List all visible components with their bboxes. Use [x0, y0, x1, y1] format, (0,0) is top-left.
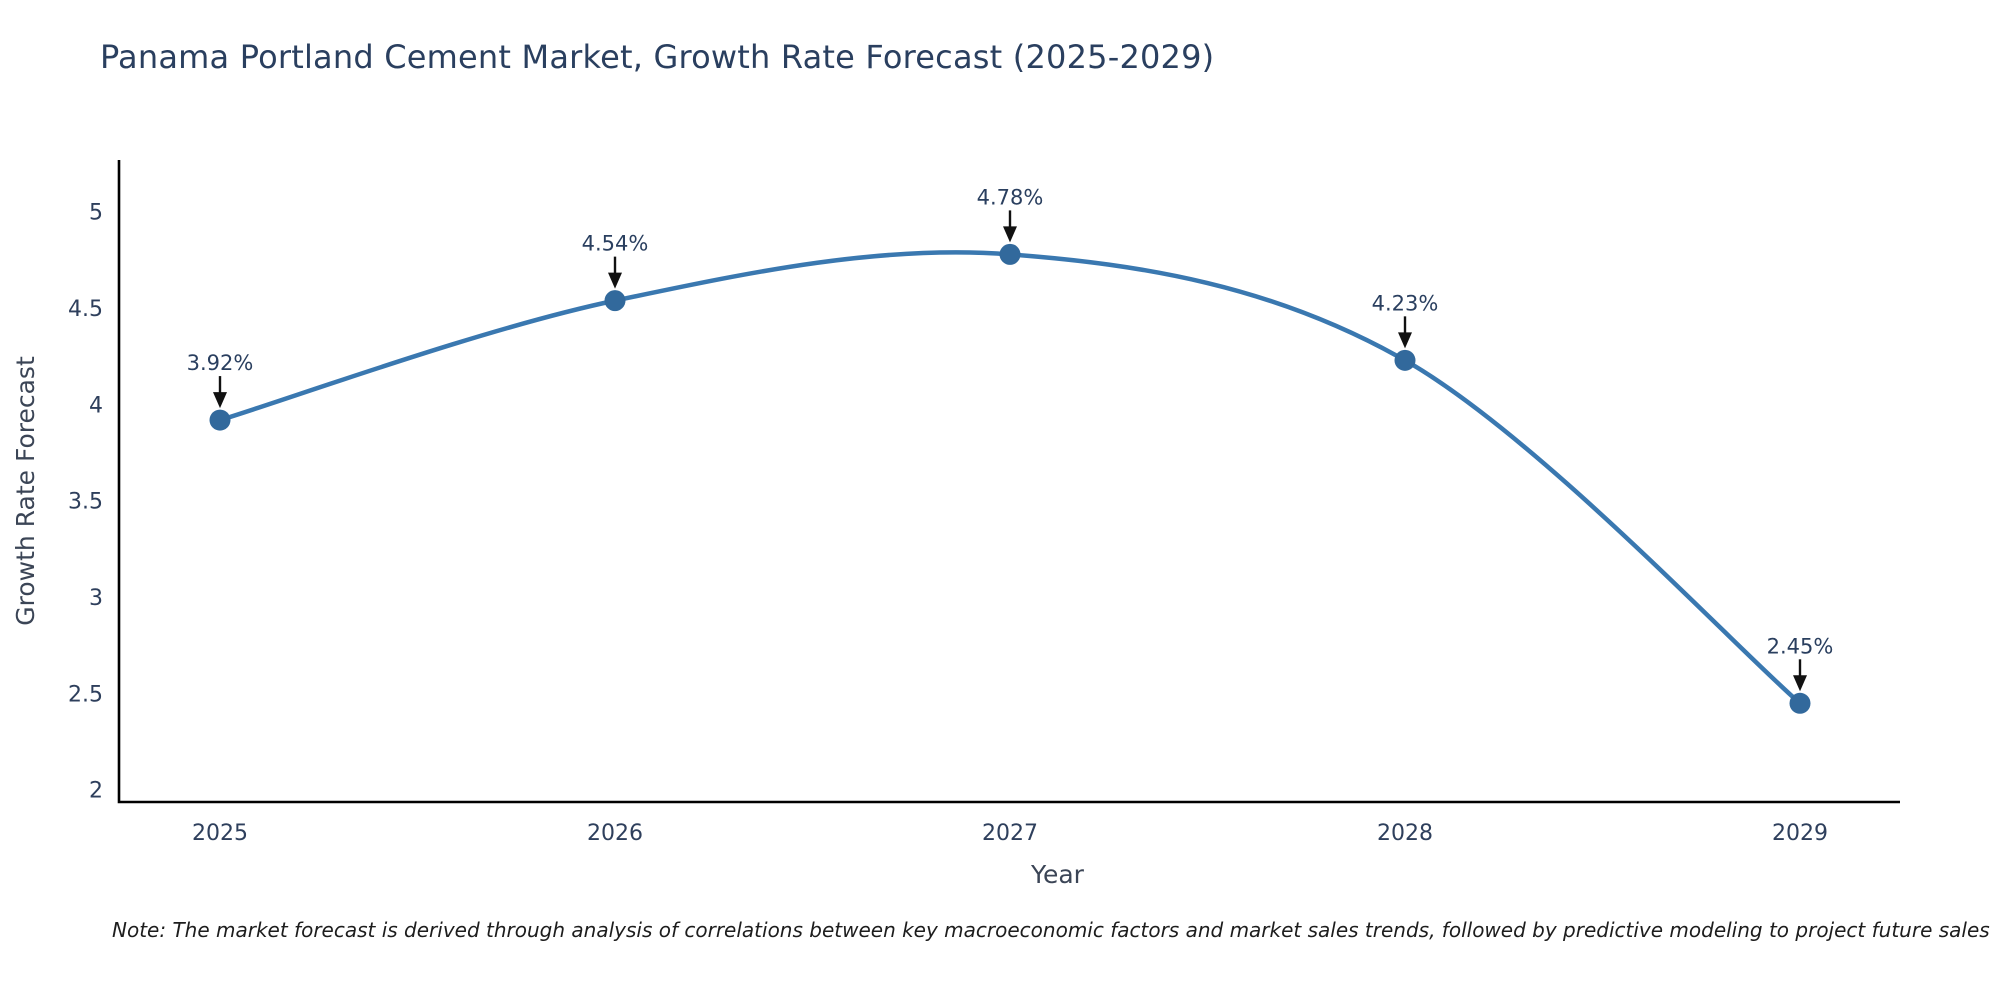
- annotation-label-2025: 3.92%: [187, 351, 254, 375]
- x-axis-title: Year: [1030, 860, 1085, 889]
- data-point-marker-2028: [1394, 349, 1416, 371]
- y-tick-label-2: 2: [89, 779, 103, 804]
- x-tick-label-2029: 2029: [1772, 821, 1828, 846]
- annotation-label-2026: 4.54%: [582, 232, 649, 256]
- x-tick-label-2025: 2025: [192, 821, 248, 846]
- y-tick-label-4.5: 4.5: [68, 297, 103, 322]
- y-tick-label-3: 3: [89, 586, 103, 611]
- annotation-label-2029: 2.45%: [1767, 634, 1834, 658]
- y-tick-label-3.5: 3.5: [68, 490, 103, 515]
- data-point-marker-2026: [604, 290, 626, 312]
- axis-spines: [117, 160, 1900, 804]
- y-axis-title: Growth Rate Forecast: [11, 356, 40, 626]
- y-tick-label-4: 4: [89, 393, 103, 418]
- annotation-arrow-head-2029: [1793, 675, 1807, 692]
- annotation-arrow-head-2025: [213, 392, 227, 409]
- x-tick-label-2028: 2028: [1377, 821, 1433, 846]
- annotation-arrow-head-2027: [1003, 226, 1017, 243]
- annotation-arrow-head-2028: [1398, 332, 1412, 349]
- data-point-marker-2029: [1789, 692, 1811, 714]
- chart-footnote: Note: The market forecast is derived thr…: [112, 918, 1990, 942]
- data-point-marker-2027: [999, 243, 1021, 265]
- annotation-label-2028: 4.23%: [1372, 291, 1439, 315]
- annotation-label-2027: 4.78%: [977, 185, 1044, 209]
- y-tick-label-2.5: 2.5: [68, 682, 103, 707]
- chart-title: Panama Portland Cement Market, Growth Ra…: [100, 38, 1215, 76]
- x-tick-label-2026: 2026: [587, 821, 643, 846]
- x-tick-label-2027: 2027: [982, 821, 1038, 846]
- series-line: [217, 250, 1803, 706]
- y-tick-label-5: 5: [89, 201, 103, 226]
- data-point-marker-2025: [209, 409, 231, 431]
- annotation-arrow-head-2026: [608, 272, 622, 289]
